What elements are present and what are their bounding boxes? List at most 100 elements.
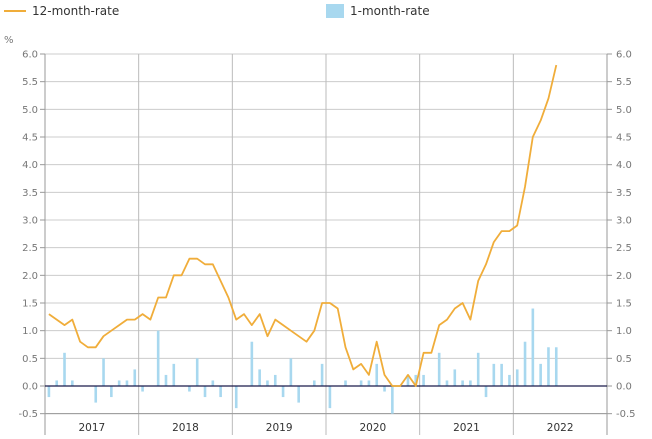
y-tick-label-left: 0.0 — [22, 382, 38, 393]
bar-1-month-rate — [453, 369, 457, 386]
line-swatch-icon — [4, 10, 26, 12]
bar-1-month-rate — [445, 380, 449, 386]
y-tick-label-left: 3.5 — [22, 188, 38, 199]
y-tick-label-left: 2.5 — [22, 243, 38, 254]
y-tick-label-right: 0.0 — [616, 382, 632, 393]
bar-1-month-rate — [422, 374, 425, 386]
bar-1-month-rate — [492, 363, 496, 386]
bar-1-month-rate — [234, 386, 238, 409]
y-tick-label-left: 5.5 — [22, 77, 38, 88]
bar-1-month-rate — [125, 380, 129, 386]
y-tick-label-right: 2.0 — [616, 271, 632, 282]
bar-1-month-rate — [219, 386, 222, 398]
bar-1-month-rate — [312, 380, 316, 386]
bar-1-month-rate — [500, 363, 503, 386]
bar-1-month-rate — [71, 380, 74, 386]
bar-1-month-rate — [461, 380, 464, 386]
line-12-month-rate — [48, 64, 558, 387]
y-tick-label-right: 0.5 — [616, 354, 632, 365]
legend: 12-month-rate 1-month-rate — [0, 4, 652, 24]
bar-1-month-rate — [539, 363, 542, 386]
bar-1-month-rate — [94, 386, 98, 403]
y-tick-label-left: 1.0 — [22, 326, 38, 337]
y-tick-label-left: 1.5 — [22, 299, 38, 310]
legend-item-1-month-rate[interactable]: 1-month-rate — [326, 4, 430, 18]
y-axis-unit: % — [4, 35, 14, 46]
bar-1-month-rate — [523, 341, 527, 386]
y-tick-label-left: 6.0 — [22, 50, 38, 61]
bar-1-month-rate — [117, 380, 121, 386]
bar-1-month-rate — [375, 363, 379, 386]
bar-1-month-rate — [289, 358, 293, 386]
y-tick-label-right: 3.5 — [616, 188, 632, 199]
bar-1-month-rate — [297, 386, 300, 403]
bar-1-month-rate — [414, 374, 418, 386]
y-tick-label-left: 2.0 — [22, 271, 38, 282]
bar-1-month-rate — [55, 380, 59, 386]
bar-1-month-rate — [328, 386, 332, 409]
bar-1-month-rate — [437, 352, 441, 386]
bar-1-month-rate — [484, 386, 488, 398]
y-tick-label-right: 1.0 — [616, 326, 632, 337]
legend-label: 1-month-rate — [350, 4, 430, 18]
bar-1-month-rate — [110, 386, 113, 398]
bar-1-month-rate — [141, 386, 144, 392]
y-tick-label-left: 3.0 — [22, 216, 38, 227]
bar-1-month-rate — [508, 374, 511, 386]
y-tick-label-right: 1.5 — [616, 299, 632, 310]
x-year-label: 2017 — [78, 422, 105, 434]
bar-1-month-rate — [195, 358, 199, 386]
y-tick-label-left: 4.5 — [22, 133, 38, 144]
bar-1-month-rate — [391, 386, 394, 414]
bar-1-month-rate — [63, 352, 66, 386]
bar-1-month-rate — [344, 380, 347, 386]
bar-1-month-rate — [383, 386, 386, 392]
bar-1-month-rate — [273, 374, 277, 386]
bar-1-month-rate — [47, 386, 51, 398]
bar-1-month-rate — [320, 363, 324, 386]
bar-1-month-rate — [406, 374, 410, 386]
bar-1-month-rate — [476, 352, 480, 386]
bar-1-month-rate — [211, 380, 215, 386]
bar-1-month-rate — [469, 380, 472, 386]
bar-1-month-rate — [281, 386, 285, 398]
x-year-label: 2020 — [359, 422, 386, 434]
bar-1-month-rate — [554, 347, 558, 386]
bar-1-month-rate — [515, 369, 519, 386]
y-tick-label-right: -0.5 — [616, 409, 636, 420]
bar-1-month-rate — [188, 386, 191, 392]
bar-1-month-rate — [250, 341, 254, 386]
y-tick-label-right: 3.0 — [616, 216, 632, 227]
x-year-label: 2019 — [266, 422, 293, 434]
y-tick-label-left: 4.0 — [22, 160, 38, 171]
bar-1-month-rate — [133, 369, 137, 386]
legend-label: 12-month-rate — [32, 4, 120, 18]
bar-1-month-rate — [359, 380, 363, 386]
bar-1-month-rate — [547, 347, 550, 386]
y-tick-label-left: 0.5 — [22, 354, 38, 365]
y-tick-label-right: 4.0 — [616, 160, 632, 171]
bar-swatch-icon — [326, 4, 344, 18]
y-tick-label-right: 5.0 — [616, 105, 632, 116]
bar-1-month-rate — [156, 330, 160, 386]
bar-1-month-rate — [164, 374, 168, 386]
y-tick-label-right: 4.5 — [616, 133, 632, 144]
bar-1-month-rate — [203, 386, 207, 398]
bar-1-month-rate — [172, 363, 176, 386]
x-year-label: 2018 — [172, 422, 199, 434]
bar-1-month-rate — [258, 369, 261, 386]
y-tick-label-left: -0.5 — [18, 409, 38, 420]
bar-1-month-rate — [367, 380, 371, 386]
bar-1-month-rate — [266, 380, 269, 386]
legend-item-12-month-rate[interactable]: 12-month-rate — [4, 4, 119, 18]
y-tick-label-left: 5.0 — [22, 105, 38, 116]
bar-1-month-rate — [531, 308, 535, 386]
bar-1-month-rate — [102, 358, 105, 386]
x-year-label: 2021 — [453, 422, 480, 434]
y-tick-label-right: 5.5 — [616, 77, 632, 88]
y-tick-label-right: 6.0 — [616, 50, 632, 61]
y-tick-label-right: 2.5 — [616, 243, 632, 254]
x-year-label: 2022 — [547, 422, 574, 434]
